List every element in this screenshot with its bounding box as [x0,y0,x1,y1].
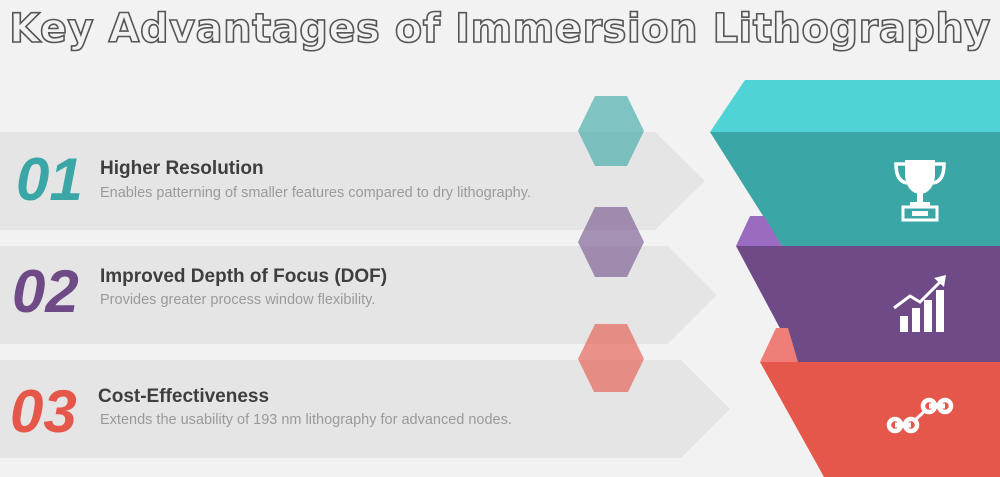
page-title: Key Advantages of Immersion Lithography [8,5,991,53]
band-arrow-shape [0,246,717,344]
advantage-band-3: 03 Cost-Effectiveness Extends the usabil… [0,360,740,458]
advantage-band-1: 01 Higher Resolution Enables patterning … [0,132,740,230]
item-description-3: Extends the usability of 193 nm lithogra… [100,412,512,428]
chain-link-icon [886,397,954,434]
hexagon-coral [578,324,644,392]
item-heading-2: Improved Depth of Focus (DOF) [100,266,388,287]
item-heading-3: Cost-Effectiveness [98,386,270,407]
band-arrow-shape [0,360,730,458]
item-heading-1: Higher Resolution [100,158,264,179]
trophy-icon [894,160,946,222]
item-number-1: 01 [16,146,83,213]
advantage-band-2: 02 Improved Depth of Focus (DOF) Provide… [0,246,740,344]
item-number-2: 02 [12,258,79,325]
band-arrow-shape [0,132,705,230]
item-number-3: 03 [10,378,77,445]
hexagon-teal [578,96,644,166]
growth-chart-icon [893,275,946,332]
hexagon-column [578,96,644,392]
item-description-1: Enables patterning of smaller features c… [100,185,531,201]
item-description-2: Provides greater process window flexibil… [100,292,376,308]
hexagon-purple [578,207,644,277]
